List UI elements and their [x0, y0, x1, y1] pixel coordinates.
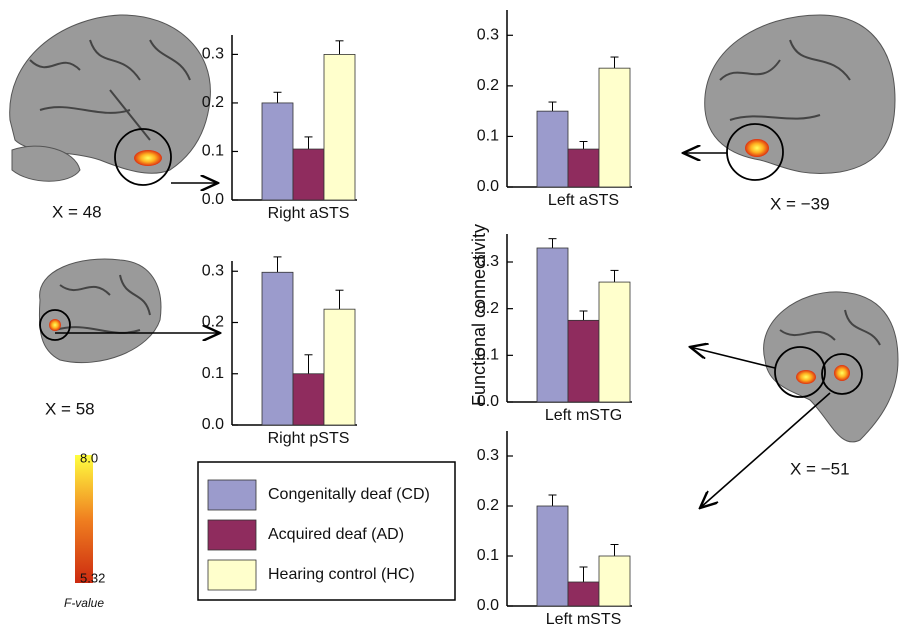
bar — [537, 248, 568, 402]
bar — [324, 54, 355, 200]
figure: 0.0 0.1 0.2 0.3 Right aSTS 0.0 0.1 0.2 0.3 Right … — [0, 0, 900, 633]
y-tick-label: 0.3 — [477, 27, 499, 44]
bar — [599, 68, 630, 187]
y-tick-label: 0.1 — [202, 365, 224, 382]
y-axis-title: Functional connectivity — [469, 224, 489, 406]
bar — [568, 320, 599, 402]
bar — [537, 506, 568, 606]
bar — [262, 272, 293, 425]
colorbar-label: 5.32 — [80, 570, 105, 585]
y-tick-label: 0.2 — [202, 94, 224, 111]
bar — [568, 582, 599, 606]
y-tick-label: 0.3 — [202, 46, 224, 63]
y-tick-label: 0.1 — [477, 128, 499, 145]
brain-slice — [683, 15, 895, 180]
x-label: Left mSTG — [545, 407, 622, 424]
y-tick-label: 0.3 — [477, 447, 499, 464]
y-tick-label: 0.0 — [202, 416, 224, 433]
brain-slice — [10, 15, 218, 185]
legend-label: Hearing control (HC) — [268, 566, 415, 583]
bar — [324, 309, 355, 425]
y-tick-label: 0.0 — [477, 178, 499, 195]
bar — [262, 103, 293, 200]
colorbar-label: 8.0 — [80, 450, 98, 465]
y-tick-label: 0.0 — [477, 597, 499, 614]
legend-swatch — [208, 520, 256, 550]
x-label: Left aSTS — [548, 192, 619, 209]
y-tick-label: 0.0 — [202, 191, 224, 208]
legend-swatch — [208, 560, 256, 590]
legend-label: Acquired deaf (AD) — [268, 526, 404, 543]
y-tick-label: 0.2 — [202, 314, 224, 331]
y-tick-label: 0.3 — [202, 262, 224, 279]
x-label: Left mSTS — [546, 611, 622, 628]
x-label: Right aSTS — [268, 205, 350, 222]
legend-label: Congenitally deaf (CD) — [268, 486, 430, 503]
bar — [599, 282, 630, 402]
colorbar — [75, 455, 93, 583]
bar — [568, 149, 599, 187]
bar — [599, 556, 630, 606]
slice-label: X = 48 — [52, 202, 102, 221]
slice-label: X = −51 — [790, 459, 850, 478]
colorbar-title: F-value — [64, 596, 104, 610]
bar — [293, 149, 324, 200]
bar — [293, 374, 324, 425]
bar — [537, 111, 568, 187]
slice-label: X = −39 — [770, 194, 830, 213]
y-tick-label: 0.2 — [477, 77, 499, 94]
brain-slice — [39, 259, 220, 363]
slice-label: X = 58 — [45, 399, 95, 418]
y-tick-label: 0.1 — [477, 547, 499, 564]
y-tick-label: 0.2 — [477, 497, 499, 514]
x-label: Right pSTS — [268, 430, 350, 447]
y-tick-label: 0.1 — [202, 143, 224, 160]
legend-swatch — [208, 480, 256, 510]
